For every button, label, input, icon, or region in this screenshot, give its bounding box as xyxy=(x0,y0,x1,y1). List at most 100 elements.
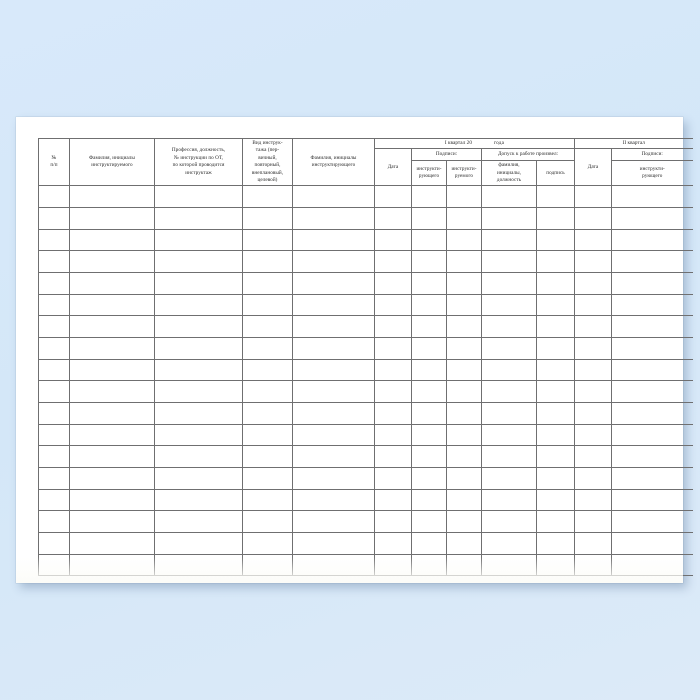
table-cell-num[interactable] xyxy=(38,553,70,577)
table-cell-profession[interactable] xyxy=(154,206,243,230)
table-cell-profession[interactable] xyxy=(154,336,243,360)
table-cell-fio_instructed[interactable] xyxy=(69,185,155,208)
table-cell-q1_adm_fio[interactable] xyxy=(481,532,537,555)
table-cell-q1_adm_sign[interactable] xyxy=(535,423,576,447)
table-cell-type[interactable] xyxy=(242,423,293,447)
table-cell-fio_instructor[interactable] xyxy=(292,206,375,230)
table-cell-q2_sig_instructor[interactable] xyxy=(611,445,693,468)
table-cell-q2_sig_instructor[interactable] xyxy=(611,532,693,555)
table-cell-type[interactable] xyxy=(242,380,293,403)
table-cell-q1_sig_instructed[interactable] xyxy=(446,315,482,338)
table-cell-type[interactable] xyxy=(242,401,293,425)
table-cell-q1_adm_sign[interactable] xyxy=(535,185,576,208)
table-cell-num[interactable] xyxy=(38,358,70,382)
table-cell-num[interactable] xyxy=(38,488,70,512)
table-cell-q2_date[interactable] xyxy=(574,228,613,252)
table-cell-fio_instructed[interactable] xyxy=(69,532,155,555)
table-cell-fio_instructed[interactable] xyxy=(69,423,155,447)
table-cell-q2_date[interactable] xyxy=(574,466,613,490)
table-cell-fio_instructor[interactable] xyxy=(292,358,375,382)
table-cell-type[interactable] xyxy=(242,315,293,338)
table-cell-q1_date[interactable] xyxy=(374,271,412,295)
table-cell-type[interactable] xyxy=(242,510,293,533)
table-cell-q1_date[interactable] xyxy=(374,250,412,273)
table-cell-q1_adm_sign[interactable] xyxy=(535,358,576,382)
table-cell-fio_instructed[interactable] xyxy=(69,466,155,490)
table-cell-q1_adm_fio[interactable] xyxy=(481,271,537,295)
table-cell-q1_date[interactable] xyxy=(374,380,412,403)
table-cell-q1_sig_instructor[interactable] xyxy=(411,250,447,273)
table-cell-q1_adm_sign[interactable] xyxy=(535,553,576,577)
table-cell-q1_sig_instructor[interactable] xyxy=(411,336,447,360)
table-cell-fio_instructor[interactable] xyxy=(292,315,375,338)
table-cell-q1_sig_instructor[interactable] xyxy=(411,358,447,382)
table-cell-q2_date[interactable] xyxy=(574,401,613,425)
table-cell-q1_adm_sign[interactable] xyxy=(535,510,576,533)
table-cell-q1_sig_instructed[interactable] xyxy=(446,510,482,533)
table-cell-q2_sig_instructor[interactable] xyxy=(611,336,693,360)
table-cell-q1_adm_sign[interactable] xyxy=(535,466,576,490)
table-cell-q1_adm_fio[interactable] xyxy=(481,466,537,490)
table-cell-q2_sig_instructor[interactable] xyxy=(611,228,693,252)
table-cell-q1_date[interactable] xyxy=(374,185,412,208)
table-cell-q1_sig_instructed[interactable] xyxy=(446,423,482,447)
table-cell-q2_sig_instructor[interactable] xyxy=(611,466,693,490)
table-cell-q2_sig_instructor[interactable] xyxy=(611,401,693,425)
table-cell-q2_date[interactable] xyxy=(574,510,613,533)
table-cell-profession[interactable] xyxy=(154,185,243,208)
table-cell-q1_adm_sign[interactable] xyxy=(535,315,576,338)
table-cell-q2_date[interactable] xyxy=(574,336,613,360)
table-cell-fio_instructed[interactable] xyxy=(69,380,155,403)
table-cell-q1_sig_instructed[interactable] xyxy=(446,445,482,468)
table-cell-q2_sig_instructor[interactable] xyxy=(611,206,693,230)
table-cell-fio_instructor[interactable] xyxy=(292,553,375,577)
table-cell-fio_instructed[interactable] xyxy=(69,358,155,382)
table-cell-type[interactable] xyxy=(242,206,293,230)
table-cell-q1_adm_fio[interactable] xyxy=(481,293,537,317)
table-cell-q1_adm_sign[interactable] xyxy=(535,228,576,252)
table-cell-fio_instructor[interactable] xyxy=(292,293,375,317)
table-cell-q1_adm_sign[interactable] xyxy=(535,250,576,273)
table-cell-num[interactable] xyxy=(38,401,70,425)
table-cell-fio_instructor[interactable] xyxy=(292,510,375,533)
table-cell-q1_sig_instructed[interactable] xyxy=(446,358,482,382)
table-cell-q1_sig_instructed[interactable] xyxy=(446,380,482,403)
table-cell-q2_date[interactable] xyxy=(574,380,613,403)
table-cell-q2_sig_instructor[interactable] xyxy=(611,185,693,208)
table-cell-profession[interactable] xyxy=(154,250,243,273)
table-cell-q1_date[interactable] xyxy=(374,445,412,468)
table-cell-q2_sig_instructor[interactable] xyxy=(611,510,693,533)
table-cell-profession[interactable] xyxy=(154,228,243,252)
table-cell-type[interactable] xyxy=(242,293,293,317)
table-cell-q1_adm_sign[interactable] xyxy=(535,206,576,230)
table-cell-q1_adm_fio[interactable] xyxy=(481,380,537,403)
table-cell-q1_sig_instructor[interactable] xyxy=(411,185,447,208)
table-cell-q1_adm_sign[interactable] xyxy=(535,336,576,360)
table-cell-q1_adm_fio[interactable] xyxy=(481,510,537,533)
table-cell-q1_sig_instructor[interactable] xyxy=(411,532,447,555)
table-cell-q1_date[interactable] xyxy=(374,510,412,533)
table-cell-fio_instructor[interactable] xyxy=(292,185,375,208)
table-cell-fio_instructed[interactable] xyxy=(69,401,155,425)
table-cell-q1_adm_fio[interactable] xyxy=(481,445,537,468)
table-cell-q2_date[interactable] xyxy=(574,423,613,447)
table-cell-q1_sig_instructed[interactable] xyxy=(446,185,482,208)
table-cell-q1_sig_instructor[interactable] xyxy=(411,380,447,403)
table-cell-q1_adm_sign[interactable] xyxy=(535,401,576,425)
table-cell-fio_instructor[interactable] xyxy=(292,532,375,555)
table-cell-q1_sig_instructor[interactable] xyxy=(411,401,447,425)
table-cell-q1_adm_sign[interactable] xyxy=(535,488,576,512)
table-cell-q1_sig_instructed[interactable] xyxy=(446,488,482,512)
table-cell-q1_date[interactable] xyxy=(374,336,412,360)
table-cell-q2_date[interactable] xyxy=(574,185,613,208)
table-cell-q2_date[interactable] xyxy=(574,250,613,273)
table-cell-type[interactable] xyxy=(242,250,293,273)
table-cell-fio_instructor[interactable] xyxy=(292,380,375,403)
table-cell-q2_sig_instructor[interactable] xyxy=(611,315,693,338)
table-cell-q2_sig_instructor[interactable] xyxy=(611,423,693,447)
table-cell-fio_instructor[interactable] xyxy=(292,250,375,273)
table-cell-q1_adm_fio[interactable] xyxy=(481,250,537,273)
table-cell-q1_adm_sign[interactable] xyxy=(535,271,576,295)
table-cell-q1_adm_sign[interactable] xyxy=(535,380,576,403)
table-cell-q1_date[interactable] xyxy=(374,401,412,425)
